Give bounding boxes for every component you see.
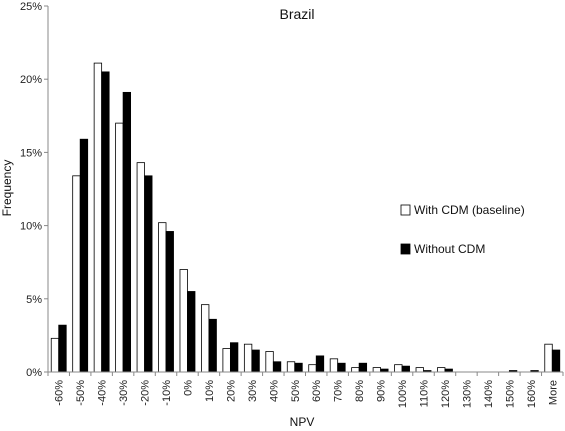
bar-with-cdm: [136, 162, 145, 373]
bar-without-cdm: [272, 361, 282, 373]
bar-without-cdm: [144, 175, 153, 373]
bar-with-cdm: [179, 269, 188, 373]
bar-with-cdm: [115, 122, 124, 373]
legend-swatch-without-cdm: [400, 243, 411, 255]
x-tick-label: 140%: [483, 380, 495, 408]
x-tick-label: 150%: [504, 380, 516, 408]
x-axis: -60% -50% -40% -30% -20% -10% 0% 10% 20% 30% 40% 50…: [47, 371, 564, 408]
y-tick-label: 15%: [20, 147, 42, 159]
bar-with-cdm: [329, 358, 339, 373]
bar-without-cdm: [79, 138, 89, 373]
y-tick-label: 10%: [20, 221, 42, 233]
x-tick-label: 20%: [225, 380, 237, 402]
bar-with-cdm: [437, 367, 446, 373]
x-tick-label: 0%: [182, 380, 194, 396]
x-tick-label: -50%: [75, 380, 87, 406]
bar-without-cdm: [315, 355, 325, 373]
y-tick-label: 20%: [20, 74, 42, 86]
bar-with-cdm: [265, 351, 274, 373]
bar-with-cdm: [415, 367, 424, 373]
x-tick-label: -20%: [140, 380, 152, 406]
bar-with-cdm: [222, 348, 231, 373]
x-tick-label: 80%: [354, 380, 366, 402]
x-tick-label: 60%: [311, 380, 323, 402]
bar-without-cdm: [58, 324, 67, 373]
bar-with-cdm: [93, 62, 103, 373]
legend-swatch-with-cdm: [400, 204, 411, 216]
bar-with-cdm: [308, 364, 317, 373]
bar-without-cdm: [187, 291, 196, 373]
bar-without-cdm: [337, 362, 346, 373]
x-tick-label: More: [547, 380, 559, 405]
bar-with-cdm: [544, 343, 553, 373]
x-tick-label: 160%: [526, 380, 538, 408]
y-axis-title: Frequency: [0, 160, 14, 217]
bar-with-cdm: [372, 367, 382, 373]
bar-with-cdm: [243, 343, 253, 373]
x-tick-label: 50%: [290, 380, 302, 402]
x-tick-label: 90%: [376, 380, 388, 402]
x-tick-label: 70%: [333, 380, 345, 402]
bar-without-cdm: [401, 365, 410, 373]
chart-title: Brazil: [279, 6, 314, 22]
legend-label-without-cdm: Without CDM: [414, 242, 485, 256]
y-tick-label: 0%: [26, 367, 42, 379]
y-axis: 0% 5% 10% 15% 20% 25%: [20, 1, 49, 379]
legend-label-with-cdm: With CDM (baseline): [414, 203, 525, 217]
bar-without-cdm: [229, 342, 239, 373]
bar-without-cdm: [358, 362, 368, 373]
x-tick-label: -10%: [161, 380, 173, 406]
bar-with-cdm: [158, 222, 167, 373]
x-tick-label: 110%: [419, 380, 431, 408]
bar-with-cdm: [351, 367, 360, 373]
x-tick-label: -60%: [54, 380, 66, 406]
y-tick-label: 5%: [26, 294, 42, 306]
x-tick-label: -30%: [118, 380, 130, 406]
bar-with-cdm: [286, 361, 296, 373]
bar-without-cdm: [251, 349, 260, 373]
bar-without-cdm: [294, 362, 303, 373]
x-tick-label: -40%: [97, 380, 109, 406]
bar-with-cdm: [201, 304, 210, 373]
bar-with-cdm: [72, 175, 81, 373]
bar-with-cdm: [50, 337, 60, 373]
legend: With CDM (baseline) Without CDM: [400, 203, 525, 256]
bar-without-cdm: [165, 231, 174, 373]
y-tick-label: 25%: [20, 1, 42, 13]
x-tick-label: 100%: [397, 380, 409, 408]
x-tick-label: 30%: [247, 380, 259, 402]
bar-without-cdm: [122, 91, 132, 373]
x-tick-label: 10%: [204, 380, 216, 402]
x-tick-label: 130%: [461, 380, 473, 408]
x-tick-label: 120%: [440, 380, 452, 408]
bars-group: [50, 62, 561, 373]
x-tick-label: 40%: [268, 380, 280, 402]
bar-without-cdm: [101, 71, 110, 373]
bar-without-cdm: [208, 318, 217, 373]
x-axis-title: NPV: [290, 415, 315, 429]
bar-with-cdm: [394, 364, 403, 373]
bar-without-cdm: [551, 349, 561, 373]
